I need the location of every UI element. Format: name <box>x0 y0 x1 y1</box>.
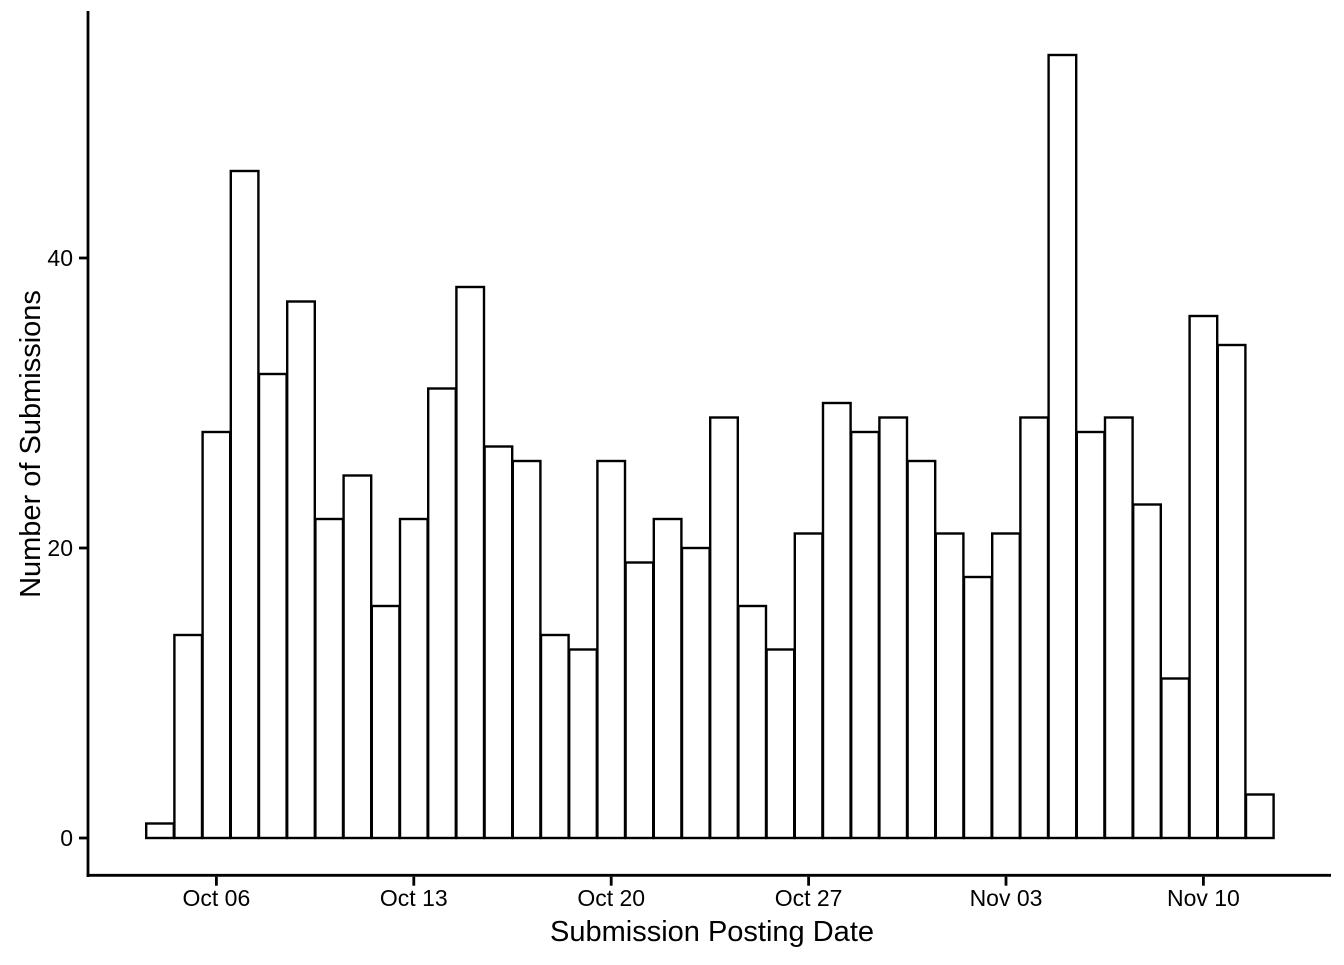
bars-layer <box>144 53 1275 840</box>
histogram-bar <box>483 445 514 840</box>
histogram-bar <box>1188 314 1219 840</box>
histogram-bar <box>1103 416 1134 840</box>
axes-layer: 0 20 40 Oct 06 Oct 13 Oct 20 Oct 27 Nov 03 Nov 1… <box>47 11 1331 911</box>
histogram-bar <box>201 430 232 840</box>
x-tick-label: Oct 13 <box>380 885 448 911</box>
x-tick-label: Oct 27 <box>775 885 843 911</box>
histogram-bar <box>737 604 768 840</box>
histogram-bar <box>1047 53 1078 840</box>
histogram-bar <box>173 633 204 840</box>
histogram-bar <box>342 474 373 840</box>
histogram-bar <box>1160 677 1191 840</box>
y-tick-label: 20 <box>47 535 73 561</box>
histogram-bar <box>1019 416 1050 840</box>
histogram-bar <box>624 561 655 840</box>
histogram-bar <box>596 459 627 840</box>
histogram-bar <box>511 459 542 840</box>
histogram-bar <box>370 604 401 840</box>
histogram-bar <box>1075 430 1106 840</box>
histogram-bar <box>1216 343 1247 840</box>
histogram-bar <box>850 430 881 840</box>
histogram-bar <box>398 517 429 840</box>
y-tick-label: 0 <box>60 825 73 851</box>
x-tick-label: Nov 03 <box>970 885 1043 911</box>
histogram-bar <box>144 822 175 840</box>
histogram-bar <box>455 285 486 840</box>
histogram-bar <box>765 648 796 840</box>
histogram-bar <box>257 372 288 840</box>
histogram-bar <box>568 648 599 840</box>
x-axis-title: Submission Posting Date <box>550 916 874 948</box>
histogram-bar <box>906 459 937 840</box>
histogram-bar <box>1131 503 1162 840</box>
histogram-bar <box>962 575 993 840</box>
histogram-bar <box>229 169 260 840</box>
histogram-bar <box>1244 793 1275 840</box>
y-axis-title: Number of Submissions <box>15 290 47 598</box>
histogram-bar <box>878 416 909 840</box>
histogram-bar <box>652 517 683 840</box>
histogram-bar <box>709 416 740 840</box>
x-tick-label: Oct 20 <box>577 885 645 911</box>
histogram-bar <box>314 517 345 840</box>
histogram-bar <box>991 532 1022 840</box>
histogram-bar <box>286 300 317 840</box>
histogram-bar <box>680 546 711 840</box>
histogram-bar <box>821 401 852 840</box>
histogram-bar <box>934 532 965 840</box>
histogram-bar <box>793 532 824 840</box>
histogram-bar <box>539 633 570 840</box>
y-tick-label: 40 <box>47 245 73 271</box>
x-tick-label: Oct 06 <box>183 885 251 911</box>
histogram-bar <box>427 387 458 840</box>
x-tick-label: Nov 10 <box>1167 885 1240 911</box>
